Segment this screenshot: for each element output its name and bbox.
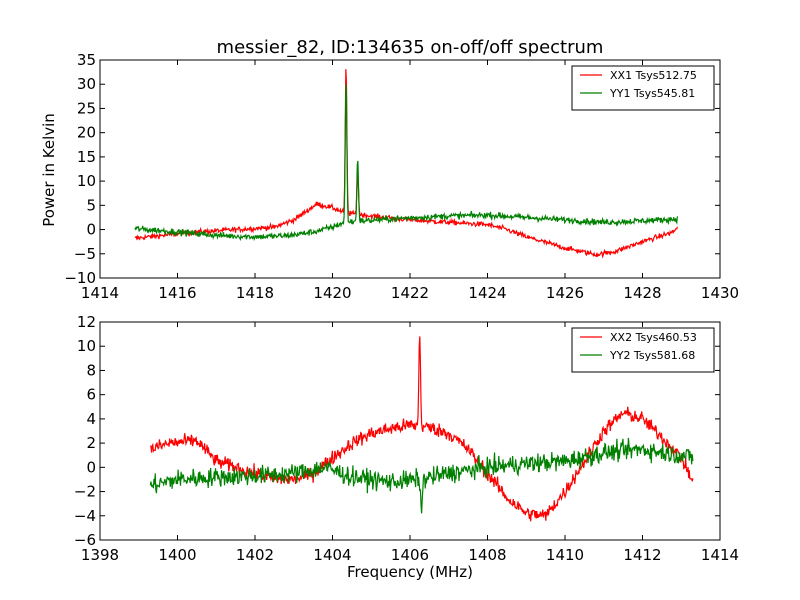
y-tick-label: 4 — [86, 410, 96, 428]
y-tick-label: 10 — [77, 337, 96, 355]
x-tick-label: 1408 — [468, 546, 506, 564]
y-tick-label: 10 — [77, 172, 96, 190]
x-tick-label: 1412 — [623, 546, 661, 564]
y-tick-label: −6 — [74, 531, 96, 549]
x-tick-label: 1426 — [546, 284, 584, 302]
y-tick-label: 2 — [86, 434, 96, 452]
legend-entry: YY2 Tsys581.68 — [609, 349, 695, 362]
series-line-1-1 — [149, 437, 694, 514]
x-tick-label: 1414 — [701, 546, 739, 564]
legend-box — [571, 65, 715, 111]
x-tick-label: 1416 — [158, 284, 196, 302]
x-tick-label: 1420 — [313, 284, 351, 302]
y-tick-label: 8 — [86, 361, 96, 379]
y-tick-label: 6 — [86, 386, 96, 404]
legend-entry: XX1 Tsys512.75 — [610, 69, 697, 82]
x-tick-label: 1410 — [546, 546, 584, 564]
y-tick-label: −2 — [74, 483, 96, 501]
x-tick-label: 1402 — [236, 546, 274, 564]
x-tick-label: 1414 — [81, 284, 119, 302]
x-tick-label: 1422 — [391, 284, 429, 302]
x-tick-label: 1404 — [313, 546, 351, 564]
x-tick-label: 1406 — [391, 546, 429, 564]
x-tick-label: 1400 — [158, 546, 196, 564]
y-tick-label: −5 — [74, 245, 96, 263]
series-line-1-0 — [149, 336, 694, 522]
x-tick-label: 1428 — [623, 284, 661, 302]
y-tick-label: 12 — [77, 313, 96, 331]
y-tick-label: 20 — [77, 124, 96, 142]
y-tick-label: 15 — [77, 148, 96, 166]
legend-entry: YY1 Tsys545.81 — [609, 87, 695, 100]
top-panel: messier_82, ID:134635 on-off/off spectru… — [40, 37, 739, 302]
x-tick-label: 1424 — [468, 284, 506, 302]
y-tick-label: 30 — [77, 75, 96, 93]
y-tick-label: −10 — [64, 269, 96, 287]
y-tick-label: 25 — [77, 99, 96, 117]
bottom-panel: Frequency (MHz) 1398 1400 1402 1404 1406 1408… — [74, 313, 739, 581]
top-y-axis-label: Power in Kelvin — [40, 113, 58, 227]
legend-box — [571, 327, 715, 373]
y-tick-label: 35 — [77, 51, 96, 69]
bottom-x-axis-label: Frequency (MHz) — [347, 563, 473, 581]
x-tick-label: 1398 — [81, 546, 119, 564]
y-tick-label: 5 — [86, 196, 96, 214]
y-tick-label: 0 — [86, 221, 96, 239]
y-tick-label: −4 — [74, 507, 96, 525]
series-line-0-1 — [134, 84, 678, 242]
legend-entry: XX2 Tsys460.53 — [610, 331, 697, 344]
top-chart-title: messier_82, ID:134635 on-off/off spectru… — [217, 37, 604, 58]
y-tick-label: 0 — [86, 458, 96, 476]
x-tick-label: 1418 — [236, 284, 274, 302]
x-tick-label: 1430 — [701, 284, 739, 302]
